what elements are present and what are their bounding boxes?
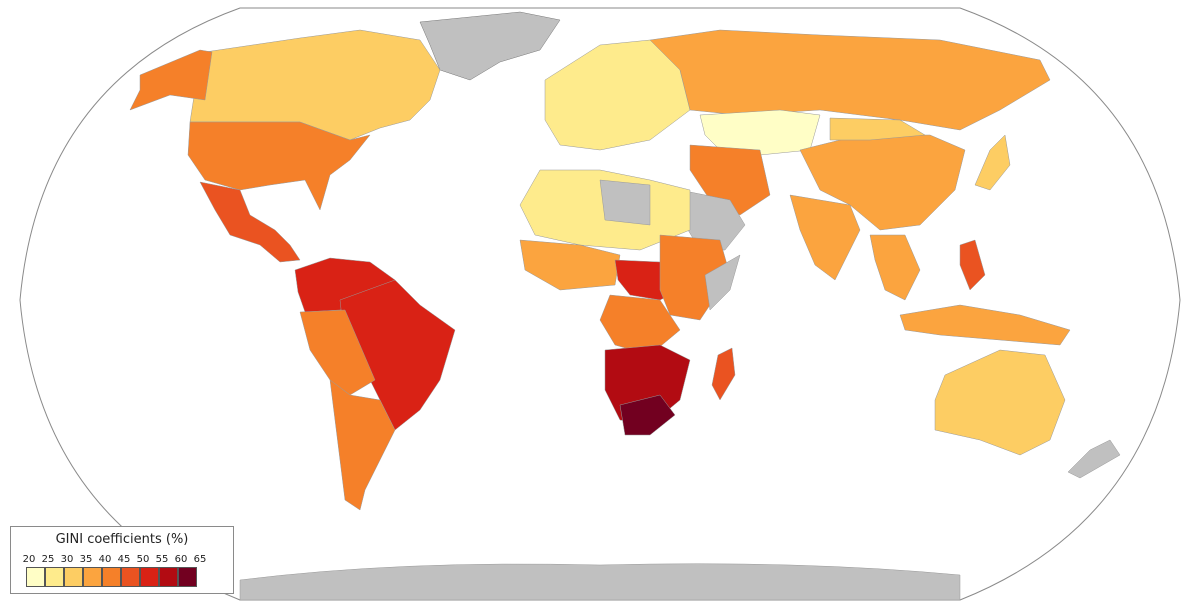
legend-swatch	[159, 567, 178, 587]
legend-swatch	[64, 567, 83, 587]
legend-tick: 50	[136, 554, 150, 565]
legend-swatch	[121, 567, 140, 587]
andean-states	[299, 309, 376, 396]
japan	[974, 134, 1011, 191]
new-zealand	[1067, 439, 1121, 479]
legend-swatch	[45, 567, 64, 587]
legend-swatch	[102, 567, 121, 587]
legend-title: GINI coefficients (%)	[55, 532, 189, 547]
mexico	[199, 181, 301, 263]
legend-tick: 65	[193, 554, 207, 565]
russia	[649, 29, 1051, 131]
greenland	[419, 11, 561, 81]
legend-tick: 35	[79, 554, 93, 565]
legend-swatches	[26, 567, 197, 587]
alaska	[129, 49, 213, 111]
legend-swatch	[178, 567, 197, 587]
legend-tick: 20	[22, 554, 36, 565]
legend-swatch	[83, 567, 102, 587]
southeast-asia	[869, 234, 921, 301]
legend-tick: 60	[174, 554, 188, 565]
mongolia	[829, 117, 926, 141]
usa	[187, 121, 371, 211]
libya-western-sahara	[599, 179, 651, 226]
legend-tick: 55	[155, 554, 169, 565]
madagascar	[711, 347, 736, 401]
west-africa	[519, 239, 621, 291]
legend-tick: 25	[41, 554, 55, 565]
philippines	[959, 239, 986, 291]
europe	[544, 39, 691, 151]
southern-cone	[329, 379, 396, 511]
legend-tick-labels: 20 25 30 35 40 45 50 55 60 65	[19, 554, 229, 566]
central-asia	[699, 109, 821, 156]
india	[789, 194, 861, 281]
legend-tick: 40	[98, 554, 112, 565]
legend-tick: 45	[117, 554, 131, 565]
australia	[934, 349, 1066, 456]
indonesia	[899, 304, 1071, 346]
antarctica	[239, 563, 961, 601]
legend-swatch	[140, 567, 159, 587]
legend-swatch	[26, 567, 45, 587]
legend-tick: 30	[60, 554, 74, 565]
south-africa	[619, 394, 676, 436]
map-legend: GINI coefficients (%) 20 25 30 35 40 45 …	[10, 526, 234, 594]
somalia	[704, 254, 741, 311]
